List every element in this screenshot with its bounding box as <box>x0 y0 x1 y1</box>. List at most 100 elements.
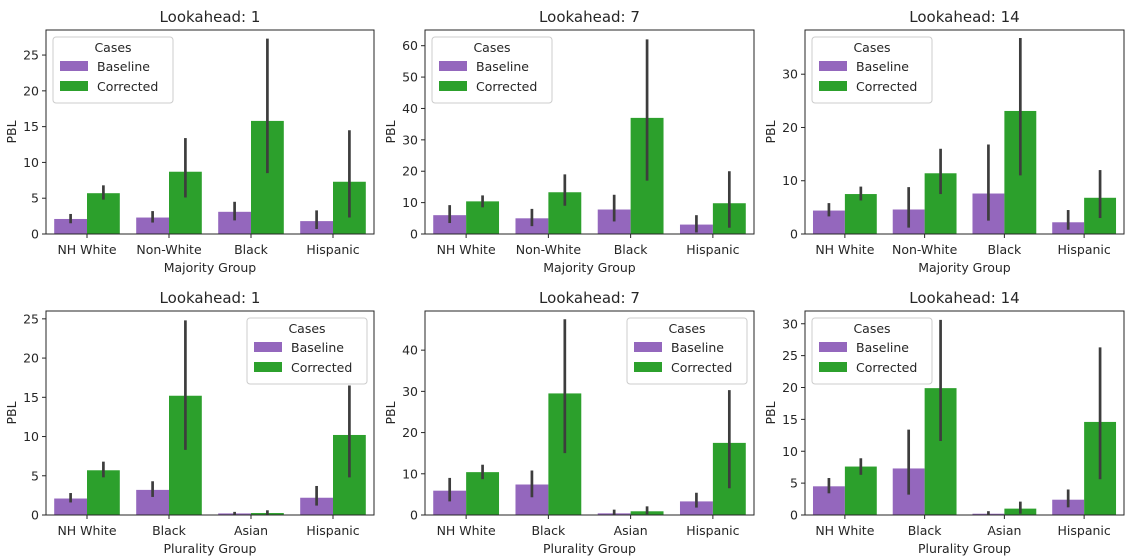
x-tick-label: Non-White <box>136 242 202 257</box>
legend: Cases Baseline Corrected <box>431 36 553 104</box>
x-tick-label: Black <box>614 242 649 257</box>
y-axis-label: PBL <box>4 120 19 143</box>
x-tick-label: NH White <box>815 242 874 257</box>
y-axis-label: PBL <box>383 401 398 424</box>
chart-panel-6: 0 5 10 15 20 25 30 NH White Black Asian Hispanic Lo… <box>763 289 1125 556</box>
x-tick-label: NH White <box>815 523 874 538</box>
y-tick-label: 25 <box>23 311 39 326</box>
x-tick-label: Non-White <box>892 242 958 257</box>
y-tick-label: 25 <box>782 348 798 363</box>
y-tick-label: 30 <box>782 316 798 331</box>
x-tick-label: Asian <box>987 523 1021 538</box>
chart-panel-3: 0 10 20 30 NH White Non-White Black Hispanic Loo… <box>763 8 1125 275</box>
y-tick-label: 20 <box>782 120 798 135</box>
y-tick-label: 15 <box>23 119 39 134</box>
x-tick-label: Black <box>531 523 566 538</box>
chart-panel-4: 0 5 10 15 20 25 NH White Black Asian Hispanic Look… <box>4 289 375 556</box>
axes-frame <box>45 310 375 516</box>
x-tick-label: NH White <box>57 242 116 257</box>
legend-swatch-baseline <box>819 342 847 352</box>
legend: Cases Baseline Corrected <box>246 317 368 385</box>
bar-baseline-non-white <box>515 218 549 234</box>
x-axis-label: Plurality Group <box>918 541 1011 556</box>
legend-title: Cases <box>853 321 890 336</box>
y-tick-label: 10 <box>23 155 39 170</box>
x-axis-label: Majority Group <box>918 260 1011 275</box>
chart-title: Lookahead: 1 <box>160 8 261 26</box>
y-axis-label: PBL <box>763 401 778 424</box>
x-axis-label: Majority Group <box>543 260 636 275</box>
y-tick-label: 0 <box>410 508 418 523</box>
bar-corrected-nh-white <box>844 194 877 234</box>
bar-baseline-non-white <box>136 217 169 234</box>
x-tick-label: Non-White <box>516 242 582 257</box>
x-axis-label: Plurality Group <box>163 541 256 556</box>
axes-frame <box>804 310 1125 516</box>
y-tick-label: 0 <box>790 508 798 523</box>
x-tick-label: Hispanic <box>306 242 359 257</box>
x-tick-label: NH White <box>437 242 496 257</box>
legend-label-corrected: Corrected <box>856 79 917 94</box>
x-axis-label: Majority Group <box>164 260 257 275</box>
chart-title: Lookahead: 7 <box>539 8 640 26</box>
axes-frame <box>45 29 375 235</box>
y-tick-label: 40 <box>402 101 418 116</box>
legend-label-baseline: Baseline <box>476 59 529 74</box>
bar-baseline-nh-white <box>54 218 87 234</box>
y-tick-label: 30 <box>402 132 418 147</box>
chart-title: Lookahead: 7 <box>539 289 640 307</box>
bar-baseline-nh-white <box>54 498 87 515</box>
legend-label-baseline: Baseline <box>856 59 909 74</box>
legend-swatch-baseline <box>634 342 662 352</box>
y-tick-label: 20 <box>402 425 418 440</box>
legend-swatch-baseline <box>254 342 282 352</box>
x-tick-label: Hispanic <box>686 523 739 538</box>
y-tick-label: 5 <box>790 476 798 491</box>
bar-baseline-black <box>218 211 251 234</box>
y-tick-label: 15 <box>23 390 39 405</box>
y-axis-label: PBL <box>4 401 19 424</box>
legend-label-corrected: Corrected <box>97 79 158 94</box>
bar-baseline-hispanic <box>300 497 333 515</box>
x-tick-label: Hispanic <box>1058 523 1111 538</box>
legend-swatch-corrected <box>60 81 88 91</box>
x-tick-label: NH White <box>437 523 496 538</box>
x-tick-label: Asian <box>614 523 648 538</box>
y-tick-label: 0 <box>410 227 418 242</box>
y-tick-label: 50 <box>402 70 418 85</box>
y-tick-label: 25 <box>23 48 39 63</box>
x-axis-label: Plurality Group <box>543 541 636 556</box>
axes-frame <box>424 310 755 516</box>
chart-panel-5: 0 10 20 30 40 NH White Black Asian Hispanic Looka… <box>383 289 755 556</box>
y-tick-label: 20 <box>402 164 418 179</box>
bar-baseline-nh-white <box>433 215 467 234</box>
chart-title: Lookahead: 14 <box>909 289 1019 307</box>
x-tick-label: Black <box>908 523 943 538</box>
y-tick-label: 60 <box>402 38 418 53</box>
x-tick-label: Hispanic <box>306 523 359 538</box>
x-tick-label: Black <box>234 242 269 257</box>
legend-swatch-corrected <box>439 81 467 91</box>
y-tick-label: 40 <box>402 343 418 358</box>
y-tick-label: 20 <box>23 83 39 98</box>
y-tick-label: 0 <box>31 227 39 242</box>
legend-swatch-corrected <box>819 362 847 372</box>
y-tick-label: 5 <box>31 191 39 206</box>
legend: Cases Baseline Corrected <box>811 36 933 104</box>
legend-title: Cases <box>94 40 131 55</box>
y-tick-label: 30 <box>402 384 418 399</box>
x-tick-label: NH White <box>57 523 116 538</box>
y-tick-label: 30 <box>782 67 798 82</box>
x-tick-label: Black <box>152 523 187 538</box>
axes-frame <box>424 29 755 235</box>
y-tick-label: 20 <box>782 380 798 395</box>
axes-frame <box>804 29 1125 235</box>
y-axis-label: PBL <box>763 120 778 143</box>
bar-corrected-nh-white <box>466 472 500 515</box>
legend: Cases Baseline Corrected <box>626 317 748 385</box>
y-tick-label: 0 <box>31 508 39 523</box>
chart-panel-2: 0 10 20 30 40 50 60 NH White Non-White Black Hispa… <box>383 8 755 275</box>
legend-label-corrected: Corrected <box>291 360 352 375</box>
x-tick-label: Asian <box>234 523 268 538</box>
legend-title: Cases <box>668 321 705 336</box>
